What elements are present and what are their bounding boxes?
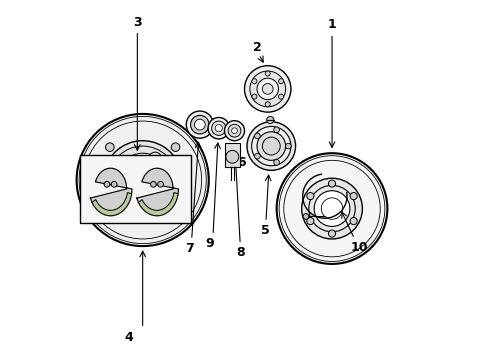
Circle shape [264,102,270,107]
Circle shape [251,79,256,84]
Circle shape [301,178,362,239]
Circle shape [215,125,222,132]
Text: 1: 1 [327,18,336,31]
Circle shape [306,193,313,200]
Polygon shape [137,168,178,216]
Circle shape [328,230,335,237]
Circle shape [264,71,270,76]
Circle shape [211,121,225,135]
Text: 10: 10 [350,240,367,254]
Circle shape [207,117,229,139]
Text: 7: 7 [184,242,193,255]
Circle shape [349,217,357,225]
Circle shape [116,153,169,207]
Circle shape [257,78,278,100]
Circle shape [257,132,285,160]
Circle shape [262,84,272,94]
Circle shape [303,213,308,219]
Circle shape [105,143,114,152]
Circle shape [150,181,156,187]
Circle shape [227,124,241,137]
Circle shape [194,119,205,130]
Circle shape [244,66,290,112]
Circle shape [157,181,163,187]
Text: 6: 6 [237,156,245,169]
Circle shape [171,208,180,217]
Text: 9: 9 [205,237,213,250]
Circle shape [171,143,180,152]
Circle shape [111,181,117,187]
Text: 4: 4 [124,331,133,344]
Circle shape [186,111,213,138]
Circle shape [190,115,209,134]
Circle shape [104,181,110,187]
Circle shape [306,217,313,225]
Circle shape [266,116,273,123]
Text: 8: 8 [236,246,245,258]
Circle shape [273,159,279,165]
Circle shape [231,128,237,134]
Circle shape [246,122,295,170]
Circle shape [262,137,280,155]
Circle shape [278,79,283,84]
Circle shape [278,94,283,99]
Bar [224,143,240,167]
Text: 3: 3 [133,16,142,29]
Circle shape [251,94,256,99]
Circle shape [103,141,182,219]
Circle shape [276,153,386,264]
Circle shape [224,121,244,141]
Circle shape [145,195,158,208]
Polygon shape [90,168,132,216]
Text: 2: 2 [252,41,261,54]
Circle shape [249,71,285,107]
Circle shape [132,169,153,191]
Circle shape [105,208,114,217]
Text: 5: 5 [260,224,269,237]
Circle shape [254,133,260,139]
Circle shape [225,150,238,163]
Circle shape [77,114,208,246]
Polygon shape [92,193,131,216]
Circle shape [254,153,260,159]
Circle shape [285,143,291,149]
Circle shape [251,126,290,166]
Circle shape [313,191,349,226]
Circle shape [148,152,162,165]
Circle shape [273,127,279,132]
Circle shape [328,180,335,187]
Bar [80,155,190,223]
Polygon shape [138,193,178,216]
Circle shape [349,193,357,200]
Circle shape [123,166,136,179]
